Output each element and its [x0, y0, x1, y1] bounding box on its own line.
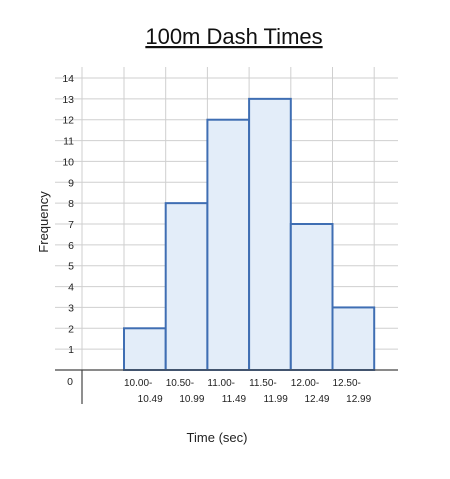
y-tick-label: 9	[68, 177, 74, 189]
x-tick-label: 10.99	[179, 394, 204, 405]
y-tick-label: 6	[68, 240, 74, 252]
y-tick-label: 11	[63, 136, 74, 148]
x-tick-label: 11.00-	[207, 378, 235, 389]
y-tick-label: 1	[68, 344, 74, 356]
x-tick-label: 12.50-	[333, 378, 361, 389]
histogram-bar	[289, 223, 334, 371]
x-tick-label: 12.00-	[291, 378, 319, 389]
histogram-bar	[164, 202, 209, 371]
x-tick-label: 12.49	[304, 394, 329, 405]
y-tick-zero: 0	[67, 376, 73, 388]
axes	[55, 369, 398, 404]
y-tick-label: 5	[68, 261, 74, 273]
chart-title: 100m Dash Times	[145, 24, 322, 49]
x-tick-label: 11.50-	[249, 378, 277, 389]
x-tick-label: 10.49	[138, 394, 163, 405]
x-tick-label: 11.49	[222, 394, 247, 405]
histogram-bar	[206, 118, 251, 372]
histogram-bar	[123, 327, 167, 371]
x-tick-label: 10.50-	[166, 378, 194, 389]
y-tick-label: 12	[62, 115, 74, 127]
y-axis-label: Frequency	[36, 191, 51, 253]
y-tick-label: 4	[68, 282, 74, 294]
bars	[123, 97, 376, 372]
y-tick-label: 8	[68, 198, 74, 210]
y-tick-label: 7	[68, 219, 74, 231]
y-tick-label: 14	[62, 73, 74, 85]
y-tick-label: 10	[62, 156, 74, 168]
x-tick-label: 10.00-	[124, 378, 152, 389]
histogram-bar	[248, 97, 292, 371]
y-tick-label: 2	[68, 323, 74, 335]
histogram-bar	[331, 306, 376, 371]
x-tick-label: 12.99	[346, 394, 371, 405]
y-tick-label: 3	[68, 302, 74, 314]
x-tick-label: 11.99	[264, 394, 289, 405]
x-axis-label: Time (sec)	[187, 430, 248, 445]
y-tick-label: 13	[62, 94, 74, 106]
